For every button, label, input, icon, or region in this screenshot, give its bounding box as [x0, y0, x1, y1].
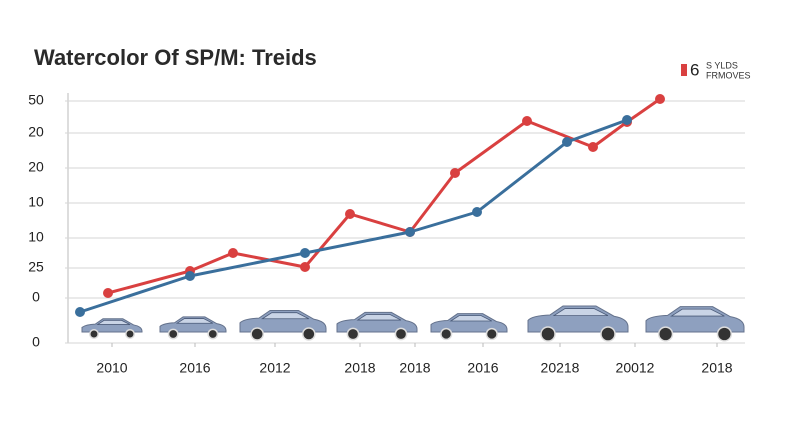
y-tick-label: 20 [28, 159, 44, 175]
x-tick-label: 2012 [259, 360, 290, 376]
car-wheel [167, 328, 179, 340]
car-wheel [346, 327, 360, 341]
data-point [405, 227, 415, 237]
y-tick-label: 0 [32, 289, 40, 305]
data-point [103, 288, 113, 298]
legend-text: S YLDS [706, 60, 738, 70]
y-tick-label: 10 [28, 229, 44, 245]
car-wheel [600, 326, 616, 342]
data-point [522, 116, 532, 126]
data-point [75, 307, 85, 317]
x-tick-label: 2016 [179, 360, 210, 376]
y-tick-label: 50 [28, 92, 44, 108]
chart-title: Watercolor Of SP/M: Treids [34, 45, 317, 70]
car-wheel [394, 327, 408, 341]
y-tick-label: 0 [32, 334, 40, 350]
car-body [159, 316, 227, 333]
legend-number: 6 [690, 60, 699, 79]
x-tick-label: 20218 [541, 360, 580, 376]
car-window [670, 308, 725, 317]
y-tick-label: 10 [28, 194, 44, 210]
car-window [96, 319, 131, 325]
car-illustration [645, 306, 745, 342]
car-illustration [430, 313, 508, 341]
car-wheel [485, 327, 498, 341]
car-body [239, 309, 327, 333]
car-body [336, 311, 418, 333]
car-body [81, 318, 143, 333]
car-body [645, 306, 745, 333]
car-illustration [336, 311, 418, 341]
car-wheel [250, 327, 265, 341]
x-tick-label: 2018 [344, 360, 375, 376]
data-point [622, 115, 632, 125]
car-wheel [540, 326, 556, 342]
data-point [345, 209, 355, 219]
data-point [228, 248, 238, 258]
car-window [552, 308, 609, 316]
car-wheel [125, 329, 135, 339]
line-series [107, 97, 661, 295]
x-tick-label: 2018 [701, 360, 732, 376]
car-wheel [301, 327, 316, 341]
car-illustration [159, 316, 227, 340]
x-tick-label: 2016 [467, 360, 498, 376]
y-tick-label: 20 [28, 124, 44, 140]
data-point [300, 262, 310, 272]
data-point [185, 271, 195, 281]
legend-text: FRMOVES [706, 70, 751, 80]
x-tick-label: 2018 [399, 360, 430, 376]
car-body [527, 305, 629, 333]
car-wheel [657, 326, 674, 342]
car-illustration [81, 318, 143, 339]
x-tick-label: 20012 [616, 360, 655, 376]
y-tick-label: 25 [28, 259, 44, 275]
car-wheel [89, 329, 99, 339]
car-body [430, 313, 508, 333]
data-point [655, 94, 665, 104]
data-point [450, 168, 460, 178]
car-window [260, 312, 309, 320]
car-window [356, 314, 402, 321]
car-wheel [716, 326, 733, 342]
legend-swatch [681, 64, 687, 76]
data-point [588, 142, 598, 152]
car-illustration [239, 309, 327, 341]
x-tick-label: 2010 [96, 360, 127, 376]
car-wheel [207, 328, 219, 340]
data-point [562, 137, 572, 147]
car-wheel [440, 327, 453, 341]
data-point [300, 248, 310, 258]
car-window [175, 318, 213, 324]
data-point [472, 207, 482, 217]
car-window [449, 315, 492, 322]
car-illustration [527, 305, 629, 342]
